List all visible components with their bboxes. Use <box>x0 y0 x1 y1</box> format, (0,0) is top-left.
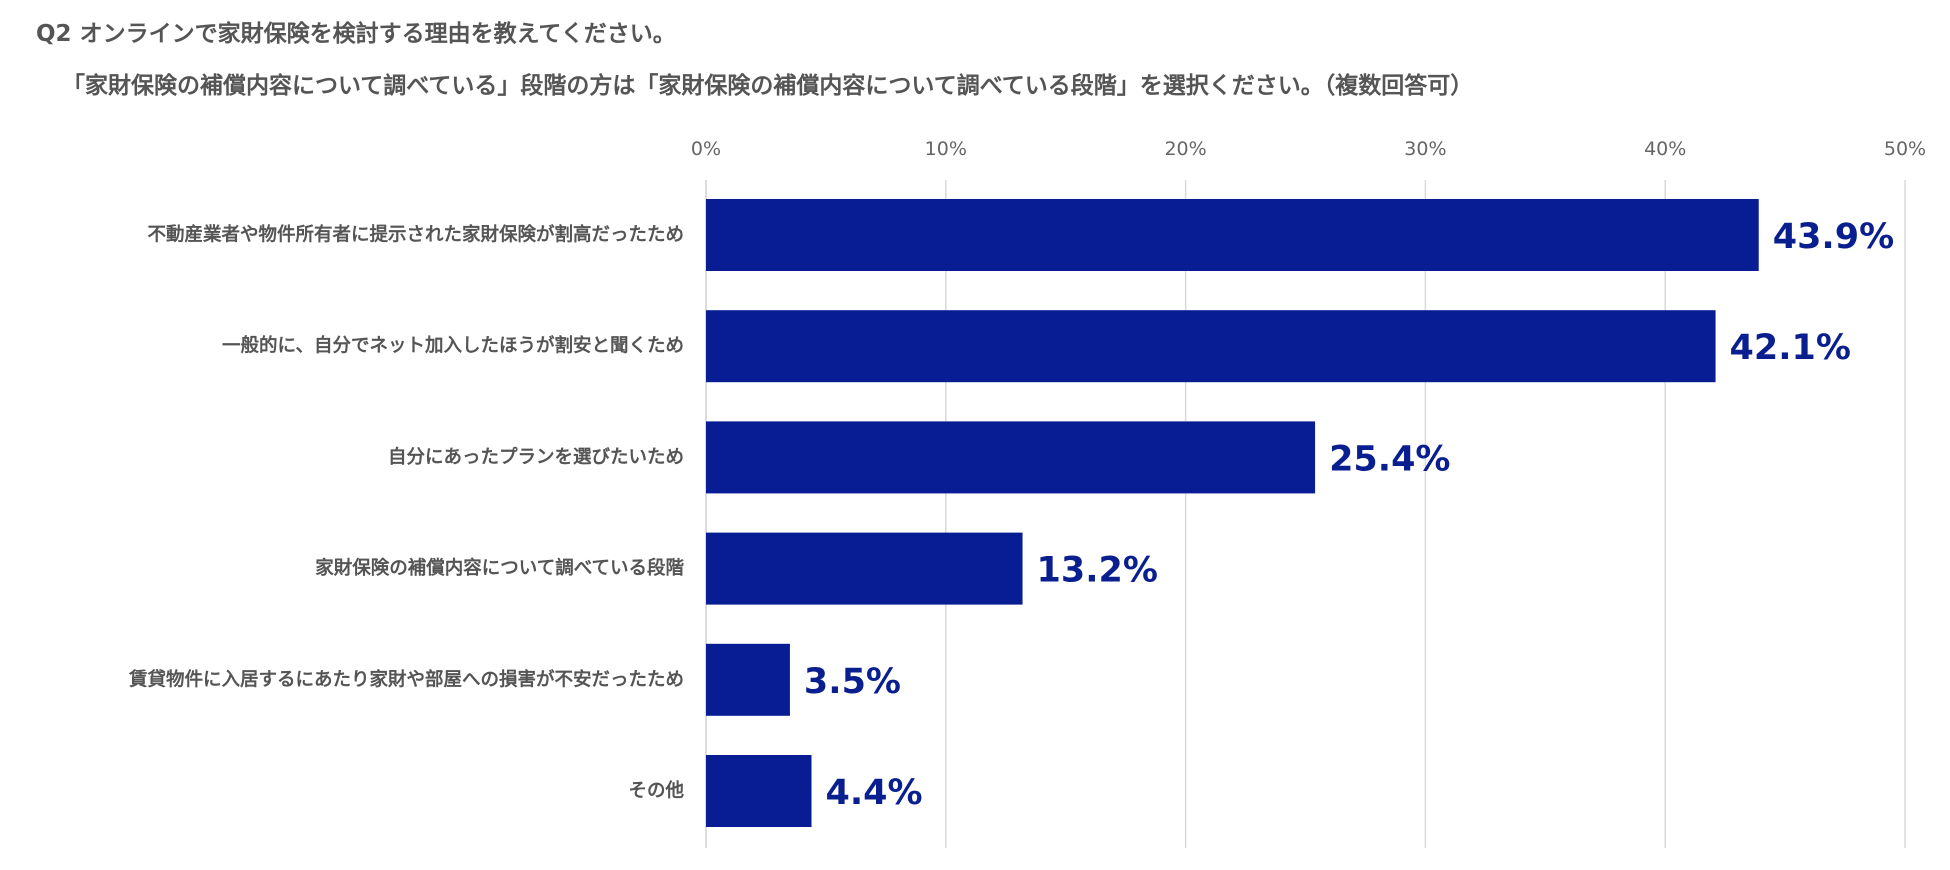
x-tick-label: 20% <box>1164 138 1206 160</box>
x-tick-label: 10% <box>925 138 967 160</box>
category-label: 賃貸物件に入居するにあたり家財や部屋への損害が不安だったため <box>128 668 684 690</box>
category-label: 家財保険の補償内容について調べている段階 <box>315 557 684 579</box>
bar <box>706 421 1316 494</box>
category-label: その他 <box>628 780 684 802</box>
bar <box>706 643 790 716</box>
x-tick-label: 40% <box>1644 138 1686 160</box>
category-label: 不動産業者や物件所有者に提示された家財保険が割高だったため <box>147 224 684 246</box>
x-tick-label: 0% <box>691 138 721 160</box>
data-label: 13.2% <box>1037 551 1158 591</box>
bar <box>706 532 1023 605</box>
bar <box>706 755 812 827</box>
question-title: Q2 オンラインで家財保険を検討する理由を教えてください。 <box>36 21 676 47</box>
category-label: 自分にあったプランを選びたいため <box>388 446 684 468</box>
bar <box>706 310 1716 383</box>
question-instruction: 「家財保険の補償内容について調べている」段階の方は「家財保険の補償内容について調… <box>62 73 1474 99</box>
data-label: 4.4% <box>826 773 923 813</box>
x-tick-label: 50% <box>1884 138 1926 160</box>
data-label: 43.9% <box>1773 217 1894 257</box>
data-label: 42.1% <box>1730 328 1851 368</box>
bar <box>706 199 1759 271</box>
data-label: 25.4% <box>1329 439 1450 479</box>
x-tick-label: 30% <box>1404 138 1446 160</box>
data-label: 3.5% <box>804 662 901 702</box>
category-label: 一般的に、自分でネット加入したほうが割安と聞くため <box>222 335 684 357</box>
